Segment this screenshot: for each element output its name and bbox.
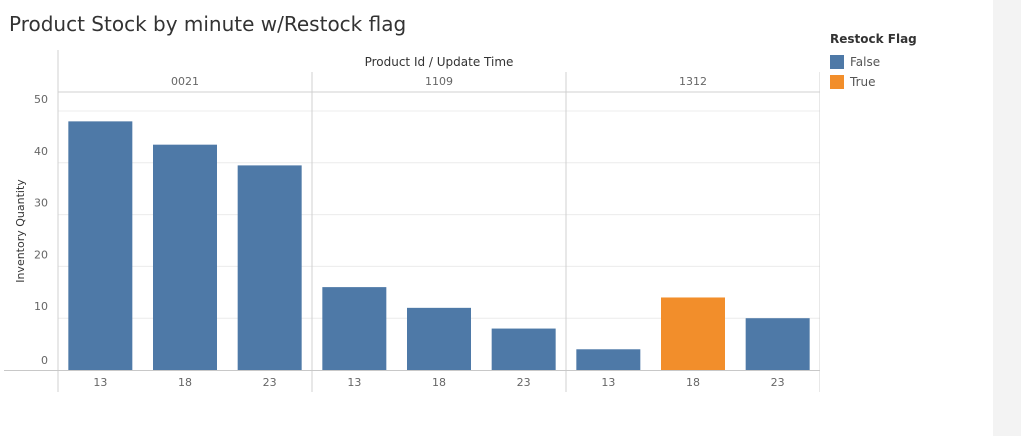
product-id-label: 1312 xyxy=(679,75,707,88)
x-tick-label: 13 xyxy=(93,376,107,389)
legend-title: Restock Flag xyxy=(830,32,917,46)
legend-item-false[interactable]: False xyxy=(830,52,917,72)
x-tick-label: 23 xyxy=(263,376,277,389)
legend-swatch-true xyxy=(830,75,844,89)
legend-label-true: True xyxy=(850,75,876,89)
x-tick-label: 13 xyxy=(347,376,361,389)
bar-1312-23 xyxy=(745,318,810,370)
bar-1312-18 xyxy=(661,297,725,370)
y-tick-label: 50 xyxy=(34,93,48,106)
y-axis-title: Inventory Quantity xyxy=(14,179,27,283)
x-tick-label: 23 xyxy=(771,376,785,389)
scroll-gutter xyxy=(993,0,1021,436)
bar-0021-23 xyxy=(237,165,302,370)
y-tick-label: 30 xyxy=(34,197,48,210)
bar-1109-13 xyxy=(322,287,387,370)
x-tick-label: 18 xyxy=(686,376,700,389)
product-id-label: 0021 xyxy=(171,75,199,88)
x-tick-label: 18 xyxy=(432,376,446,389)
x-tick-label: 23 xyxy=(517,376,531,389)
bar-1109-18 xyxy=(407,307,471,370)
legend-label-false: False xyxy=(850,55,881,69)
legend-item-true[interactable]: True xyxy=(830,72,917,92)
bar-0021-13 xyxy=(68,121,133,370)
bar-0021-18 xyxy=(153,144,217,370)
product-id-label: 1109 xyxy=(425,75,453,88)
legend: Restock Flag False True xyxy=(830,32,917,92)
bar-chart: 0 10 20 30 40 50 Inventory Quantity Product Id … xyxy=(4,50,820,392)
legend-swatch-false xyxy=(830,55,844,69)
x-tick-label: 18 xyxy=(178,376,192,389)
bar-1312-13 xyxy=(576,349,641,370)
chart-title: Product Stock by minute w/Restock flag xyxy=(9,12,407,36)
y-tick-label: 0 xyxy=(41,354,48,367)
y-tick-label: 20 xyxy=(34,248,48,261)
column-header: Product Id / Update Time xyxy=(365,55,514,69)
y-tick-label: 10 xyxy=(34,300,48,313)
bar-1109-23 xyxy=(491,328,556,370)
x-tick-label: 13 xyxy=(601,376,615,389)
y-tick-label: 40 xyxy=(34,145,48,158)
